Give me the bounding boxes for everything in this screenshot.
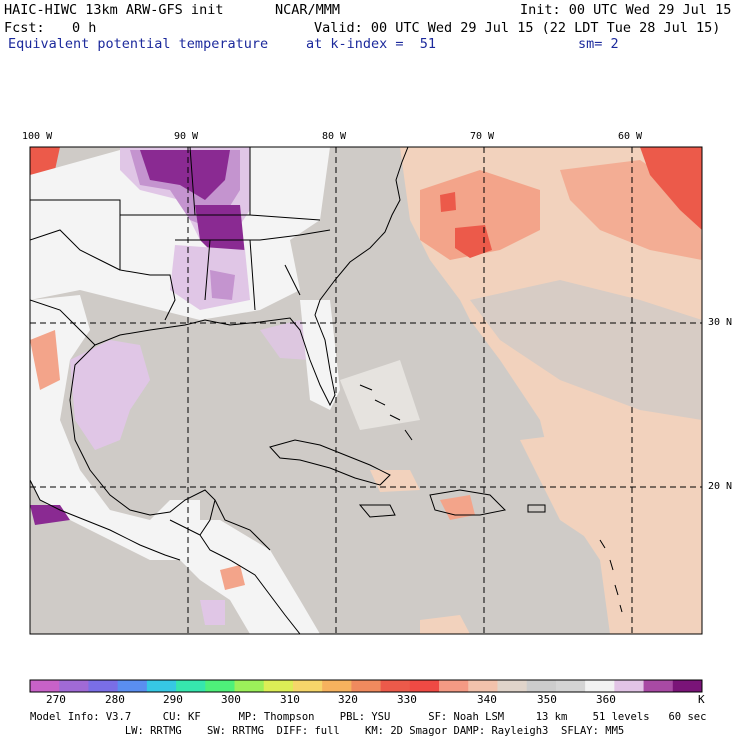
colorbar-swatch	[322, 680, 352, 692]
colorbar-swatch	[292, 680, 323, 692]
colorbar-swatch	[117, 680, 148, 692]
colorbar-swatch	[614, 680, 645, 692]
lon-label: 100 W	[22, 131, 53, 142]
valid-time: Valid: 00 UTC Wed 29 Jul 15 (22 LDT Tue …	[314, 20, 721, 36]
colorbar-tick-label: 280	[105, 693, 125, 706]
init-time: Init: 00 UTC Wed 29 Jul 15	[520, 2, 732, 18]
colorbar-swatch	[643, 680, 674, 692]
model-title: HAIC-HIWC 13km ARW-GFS init	[4, 2, 224, 18]
coastlines	[30, 147, 623, 634]
colorbar-swatch	[351, 680, 382, 692]
colorbar-swatch	[234, 680, 265, 692]
lon-label: 80 W	[322, 131, 347, 142]
colorbar-swatch	[176, 680, 206, 692]
model-info-line-1: Model Info: V3.7 CU: KF MP: Thompson PBL…	[30, 711, 707, 723]
colorbar-swatch	[439, 680, 469, 692]
level-label: at k-index = 51	[306, 36, 437, 52]
colorbar-swatch	[468, 680, 498, 692]
colorbar-swatch	[59, 680, 89, 692]
colorbar-swatch	[88, 680, 119, 692]
field-name: Equivalent potential temperature	[8, 36, 269, 52]
field-shading	[30, 147, 702, 634]
colorbar-swatch	[672, 680, 703, 692]
colorbar-tick-label: 360	[596, 693, 616, 706]
colorbar-tick-label: 340	[477, 693, 497, 706]
colorbar-frame	[29, 679, 703, 693]
colorbar-swatch	[263, 680, 294, 692]
forecast-label: Fcst:	[4, 20, 45, 36]
colorbar-tick-label: 310	[280, 693, 300, 706]
colorbar-tick-label: 350	[537, 693, 557, 706]
smoothing-label: sm= 2	[578, 36, 619, 52]
colorbar-swatch	[555, 680, 586, 692]
org-label: NCAR/MMM	[275, 2, 341, 18]
colorbar-tick-label: 300	[221, 693, 241, 706]
lat-label: 30 N	[708, 317, 733, 328]
lon-label: 70 W	[470, 131, 495, 142]
colorbar-tick-label: 290	[163, 693, 183, 706]
colorbar-swatch	[409, 680, 440, 692]
colorbar-unit: K	[698, 693, 705, 706]
lon-label: 90 W	[174, 131, 199, 142]
colorbar-tick-label: 270	[46, 693, 66, 706]
map-frame	[29, 146, 703, 635]
colorbar-swatch	[30, 680, 60, 692]
colorbar-swatch	[205, 680, 236, 692]
lat-label: 20 N	[708, 481, 733, 492]
colorbar-swatch	[585, 680, 615, 692]
forecast-hour: 0 h	[72, 20, 97, 36]
colorbar-swatch	[380, 680, 411, 692]
lat-lon-grid	[30, 147, 702, 634]
colorbar-swatch	[497, 680, 528, 692]
lon-label: 60 W	[618, 131, 643, 142]
colorbar-tick-label: 330	[397, 693, 417, 706]
colorbar-tick-label: 320	[338, 693, 358, 706]
colorbar-swatch	[146, 680, 177, 692]
model-info-line-2: LW: RRTMG SW: RRTMG DIFF: full KM: 2D Sm…	[30, 725, 625, 737]
colorbar-swatch	[526, 680, 557, 692]
colorbar	[29, 679, 703, 693]
